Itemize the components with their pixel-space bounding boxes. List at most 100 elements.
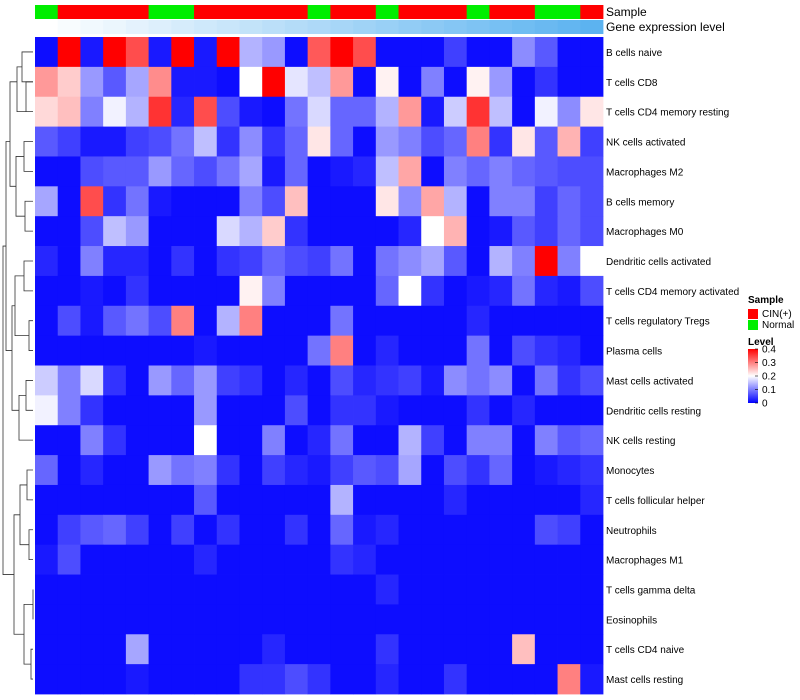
heatmap-cell-r21-c15 [353,634,377,665]
heatmap-cell-r2-c25 [580,66,604,98]
heatmap-cell-r16-c9 [216,484,240,516]
heatmap-cell-r22-c12 [284,664,309,695]
legend-label-normal: Normal [762,320,794,331]
expression-bar-cell-1 [35,20,59,34]
heatmap-cell-r8-c6 [148,246,172,277]
heatmap-cell-r12-c13 [307,365,331,396]
heatmap-cell-r14-c14 [330,425,354,456]
heatmap-cell-r20-c5 [125,604,149,635]
heatmap-cell-r7-c11 [262,216,286,247]
row-label-16: T cells follicular helper [606,496,705,507]
heatmap-cell-r5-c13 [307,156,331,187]
heatmap-cell-r9-c16 [375,275,399,307]
heatmap-cell-r13-c13 [307,395,331,426]
heatmap-cell-r14-c24 [557,425,581,456]
heatmap-cell-r19-c3 [80,574,104,605]
heatmap-cell-r11-c8 [194,335,218,366]
heatmap-cell-r21-c11 [262,634,286,665]
heatmap-cell-r19-c6 [148,574,172,605]
heatmap-cell-r13-c7 [171,395,195,426]
heatmap-cell-r14-c4 [103,425,127,456]
heatmap-cell-r22-c9 [216,664,240,695]
heatmap-cell-r16-c16 [375,484,399,516]
heatmap-cell-r17-c11 [262,514,286,546]
heatmap-cell-r20-c16 [375,604,399,635]
expression-bar-cell-7 [171,20,195,34]
expression-bar-cell-12 [284,20,309,34]
heatmap-cell-r7-c24 [557,216,581,247]
heatmap-cell-r11-c19 [443,335,468,366]
expression-bar-cell-11 [262,20,286,34]
heatmap-cell-r14-c3 [80,425,104,456]
heatmap-cell-r19-c13 [307,574,331,605]
heatmap-cell-r17-c13 [307,514,331,546]
heatmap-cell-r17-c22 [512,514,536,546]
heatmap-cell-r13-c21 [489,395,513,426]
heatmap-cell-r22-c7 [171,664,195,695]
heatmap-cell-r4-c12 [284,126,309,157]
expression-bar-cell-4 [103,20,127,34]
sample-bar-cell-16 [375,5,399,19]
heatmap-cell-r12-c21 [489,365,513,396]
row-label-1: B cells naive [606,48,663,59]
expression-bar-cell-6 [148,20,172,34]
heatmap-cell-r22-c11 [262,664,286,695]
heatmap-cell-r18-c1 [35,544,59,575]
heatmap-cell-r12-c2 [57,365,81,396]
heatmap-cell-r3-c14 [330,96,354,127]
row-label-6: B cells memory [606,197,674,208]
sample-bar-cell-1 [35,5,59,19]
row-label-12: Mast cells activated [606,376,693,387]
heatmap-cell-r1-c13 [307,37,331,68]
heatmap-cell-r10-c10 [239,305,263,337]
heatmap-cell-r20-c15 [353,604,377,635]
heatmap-cell-r11-c16 [375,335,399,366]
heatmap-cell-r14-c20 [466,425,490,456]
heatmap-cell-r20-c22 [512,604,536,635]
heatmap-cell-r20-c3 [80,604,104,635]
heatmap-cell-r2-c4 [103,66,127,98]
heatmap-cell-r3-c25 [580,96,604,127]
heatmap-cell-r2-c22 [512,66,536,98]
heatmap-cell-r16-c2 [57,484,81,516]
heatmap-cell-r18-c24 [557,544,581,575]
legend-swatch-cin [748,309,758,319]
heatmap-cell-r17-c21 [489,514,513,546]
heatmap-cell-r19-c19 [443,574,468,605]
heatmap-cell-r15-c9 [216,455,240,486]
heatmap-cell-r20-c13 [307,604,331,635]
expression-bar-cell-24 [557,20,581,34]
heatmap-cell-r20-c24 [557,604,581,635]
heatmap-cell-r11-c5 [125,335,149,366]
heatmap-cell-r18-c20 [466,544,490,575]
heatmap-cell-r2-c24 [557,66,581,98]
dendrogram-branch [14,275,29,337]
heatmap-cell-r9-c5 [125,275,149,307]
row-label-21: T cells CD4 naive [606,645,685,656]
heatmap-cell-r3-c3 [80,96,104,127]
heatmap-cell-r4-c18 [421,126,445,157]
heatmap-cell-r1-c12 [284,37,309,68]
heatmap-cell-r5-c12 [284,156,309,187]
heatmap-cell-r3-c9 [216,96,240,127]
heatmap-cell-r4-c7 [171,126,195,157]
heatmap-cell-r3-c13 [307,96,331,127]
dendrogram-branch [18,394,33,441]
heatmap-cell-r8-c13 [307,246,331,277]
heatmap-cell-r4-c21 [489,126,513,157]
heatmap-cell-r7-c19 [443,216,468,247]
heatmap-cell-r21-c14 [330,634,354,665]
heatmap-cells [35,37,604,695]
expression-bar-cell-8 [194,20,218,34]
dendrogram-branch [23,141,33,172]
heatmap-cell-r1-c19 [443,37,468,68]
heatmap-cell-r20-c8 [194,604,218,635]
heatmap-cell-r7-c2 [57,216,81,247]
row-label-13: Dendritic cells resting [606,406,701,417]
sample-bar-cell-24 [557,5,581,19]
heatmap-cell-r11-c14 [330,335,354,366]
heatmap-cell-r14-c6 [148,425,172,456]
heatmap-cell-r1-c17 [398,37,422,68]
heatmap-cell-r4-c14 [330,126,354,157]
expression-bar-cell-3 [80,20,104,34]
